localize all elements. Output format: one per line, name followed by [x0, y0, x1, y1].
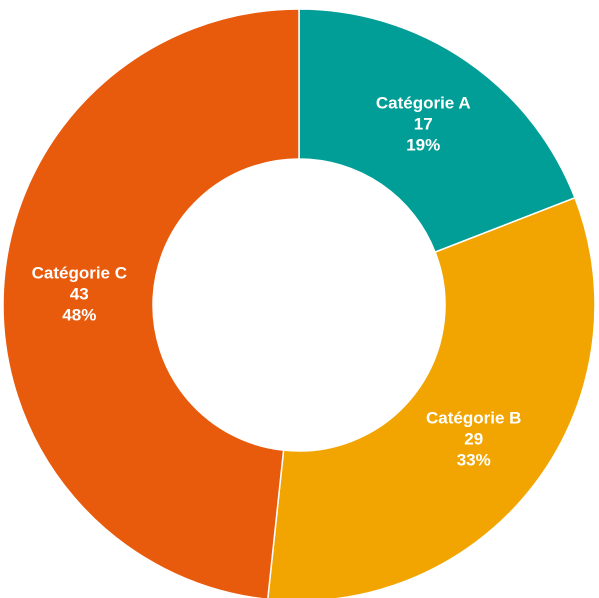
label-category: Catégorie A: [376, 93, 471, 112]
data-label-2: Catégorie B 29 33%: [426, 409, 521, 470]
slice-cat-gorie-c: [2, 8, 300, 598]
label-value: 29: [464, 430, 483, 449]
label-value: 43: [70, 284, 89, 303]
label-percent: 19%: [406, 135, 440, 154]
slice-cat-gorie-b: [267, 196, 596, 598]
data-label-3: Catégorie C 43 48%: [32, 263, 127, 324]
slice-cat-gorie-a: [298, 8, 576, 254]
label-value: 17: [414, 114, 433, 133]
label-category: Catégorie C: [32, 263, 127, 282]
data-label-1: Catégorie A 17 19%: [376, 93, 471, 154]
label-category: Catégorie B: [426, 409, 521, 428]
label-percent: 48%: [62, 305, 96, 324]
label-percent: 33%: [457, 451, 491, 470]
donut-slices: [2, 8, 596, 598]
